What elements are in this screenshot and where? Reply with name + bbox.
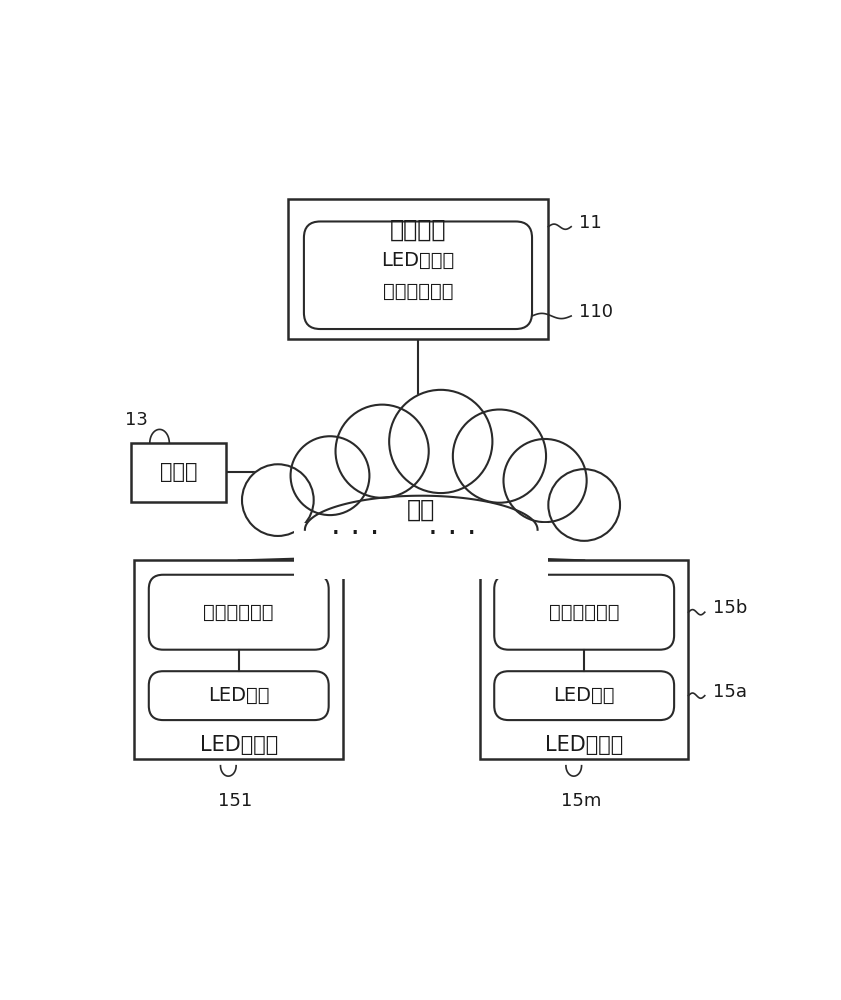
Text: 显示控制系统: 显示控制系统	[549, 603, 620, 622]
Text: 智能分类系统: 智能分类系统	[383, 282, 453, 301]
FancyBboxPatch shape	[495, 671, 674, 720]
Text: 15b: 15b	[712, 599, 747, 617]
Bar	[294, 523, 548, 579]
Text: 151: 151	[219, 792, 252, 810]
Text: 13: 13	[124, 411, 147, 429]
Text: 服务器端: 服务器端	[389, 218, 447, 242]
Text: 客户端: 客户端	[160, 462, 197, 482]
Text: 11: 11	[579, 214, 601, 232]
Text: LED显示屏: LED显示屏	[381, 251, 455, 270]
FancyBboxPatch shape	[495, 575, 674, 650]
Circle shape	[504, 439, 587, 522]
Text: 110: 110	[579, 303, 613, 321]
Text: · · ·     · · ·: · · · · · ·	[331, 520, 476, 549]
Circle shape	[389, 390, 493, 493]
Circle shape	[548, 469, 620, 541]
Circle shape	[452, 410, 546, 503]
FancyBboxPatch shape	[304, 221, 532, 329]
Bar	[131, 443, 225, 502]
Text: 显示控制系统: 显示控制系统	[204, 603, 274, 622]
Circle shape	[242, 464, 314, 536]
Bar	[288, 199, 548, 339]
Text: 15a: 15a	[712, 683, 747, 701]
FancyBboxPatch shape	[149, 671, 329, 720]
Text: 网络: 网络	[407, 498, 436, 522]
Text: 15m: 15m	[561, 792, 601, 810]
Circle shape	[336, 405, 429, 498]
Circle shape	[290, 436, 369, 515]
FancyBboxPatch shape	[149, 575, 329, 650]
Text: LED显示屏: LED显示屏	[199, 735, 278, 755]
Text: LED屏体: LED屏体	[553, 686, 615, 705]
Bar	[480, 560, 689, 759]
Text: LED屏体: LED屏体	[208, 686, 269, 705]
Bar	[135, 560, 343, 759]
Text: LED显示屏: LED显示屏	[545, 735, 623, 755]
